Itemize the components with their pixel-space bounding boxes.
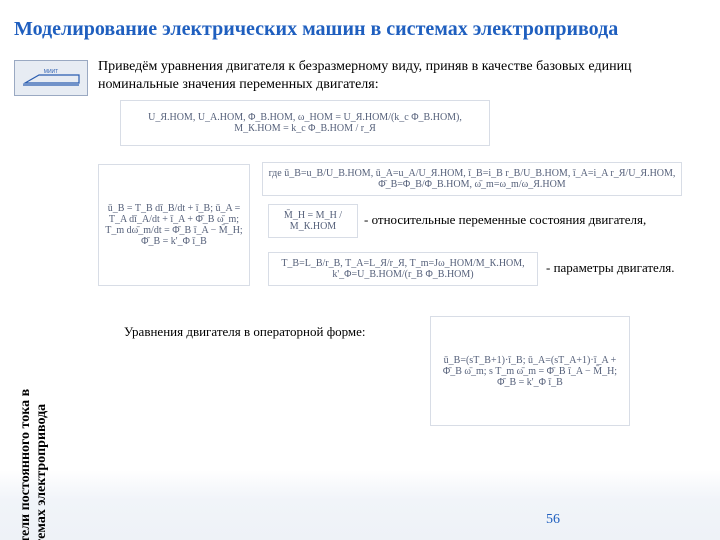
eq-relative-vars: где ū_B=u_B/U_В.НОМ, ū_A=u_A/U_Я.НОМ, ī_… [262,162,682,196]
page-title: Моделирование электрических машин в сист… [14,18,706,41]
institution-logo: МИИТ [14,60,88,96]
caption-state-vars: - относительные переменные состояния дви… [364,212,646,228]
intro-paragraph: Приведём уравнения двигателя к безразмер… [98,58,706,94]
train-icon: МИИТ [21,67,81,89]
sidebar-section-label: Двигатели постоянного тока в системах эл… [18,370,50,540]
eq-parameters: T_B=L_B/r_B, T_A=L_Я/r_Я, T_m=Jω_НОМ/M_К… [268,252,538,286]
operator-form-label: Уравнения двигателя в операторной форме: [124,324,366,340]
eq-operator-form: ū_B=(sT_B+1)·ī_B; ū_A=(sT_A+1)·ī_A + Φ̄_… [430,316,630,426]
eq-dimensionless-system: ū_B = T_B dī_B/dt + ī_B; ū_A = T_A dī_A/… [98,164,250,286]
eq-base-units: U_Я.НОМ, U_А.НОМ, Φ_В.НОМ, ω_НОМ = U_Я.Н… [120,100,490,146]
eq-relative-moment: M̄_Н = M_Н / M_К.НОМ [268,204,358,238]
caption-params: - параметры двигателя. [546,260,675,276]
page-number: 56 [546,512,560,528]
slide-page: Моделирование электрических машин в сист… [0,0,720,540]
logo-text: МИИТ [44,69,58,75]
